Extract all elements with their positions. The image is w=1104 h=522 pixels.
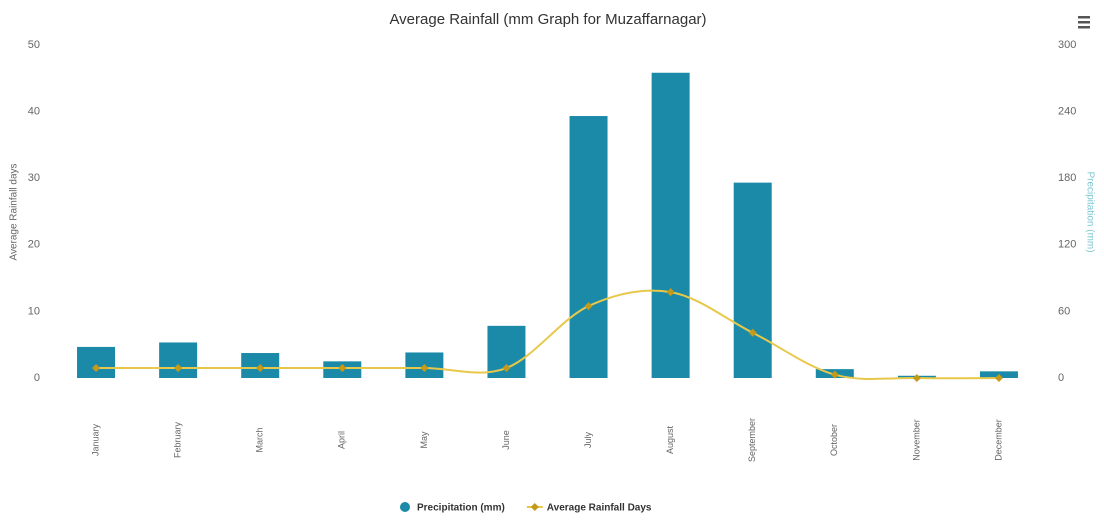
bar (733, 182, 772, 378)
x-tick-label: November (911, 419, 921, 461)
bar (159, 342, 198, 378)
x-tick-label: September (747, 418, 757, 462)
bar (569, 116, 608, 378)
y2-tick-label: 240 (1058, 106, 1076, 118)
menu-bar (1078, 21, 1090, 24)
x-tick-label: December (993, 419, 1003, 461)
legend-label: Average Rainfall Days (547, 503, 652, 514)
line-marker (174, 364, 183, 373)
y-tick-label: 0 (34, 372, 40, 384)
x-tick-label: July (583, 432, 593, 449)
y2-tick-label: 0 (1058, 372, 1064, 384)
x-tick-label: August (665, 425, 675, 454)
y-tick-label: 20 (28, 239, 40, 251)
legend-symbol (400, 502, 410, 512)
x-tick-label: May (419, 431, 429, 449)
line-marker (420, 364, 429, 373)
line-marker (912, 374, 921, 382)
line-marker (748, 328, 757, 337)
line-marker (502, 364, 511, 373)
y2-tick-label: 120 (1058, 239, 1076, 251)
y-tick-label: 30 (28, 172, 40, 184)
x-tick-label: June (501, 430, 511, 450)
x-tick-label: February (173, 421, 183, 458)
line-marker (994, 374, 1003, 382)
y2-tick-label: 60 (1058, 305, 1070, 317)
x-tick-label: October (829, 424, 839, 456)
y2-tick-label: 300 (1058, 39, 1076, 51)
line-marker (666, 288, 675, 297)
line-marker (92, 364, 101, 373)
legend-symbol (530, 503, 539, 511)
y-axis-title: Average Rainfall days (9, 163, 20, 260)
bar (77, 346, 116, 378)
line (96, 289, 999, 380)
line-marker (830, 370, 839, 379)
y2-axis-title: Precipitation (mm) (1084, 171, 1095, 252)
x-tick-label: January (90, 423, 100, 456)
bar (651, 72, 690, 378)
line-marker (338, 364, 347, 373)
y-tick-label: 50 (28, 39, 40, 51)
x-tick-label: March (255, 427, 265, 452)
x-tick-label: April (337, 431, 347, 449)
chart-title: Average Rainfall (mm Graph for Muzaffarn… (389, 11, 706, 28)
line-marker (584, 302, 593, 311)
menu-bar (1078, 16, 1090, 19)
line-marker (256, 364, 265, 373)
y-tick-label: 40 (28, 106, 40, 118)
menu-icon[interactable] (1078, 16, 1090, 29)
y2-tick-label: 180 (1058, 172, 1076, 184)
menu-bar (1078, 26, 1090, 29)
y-tick-label: 10 (28, 305, 40, 317)
legend-label: Precipitation (mm) (417, 503, 505, 514)
